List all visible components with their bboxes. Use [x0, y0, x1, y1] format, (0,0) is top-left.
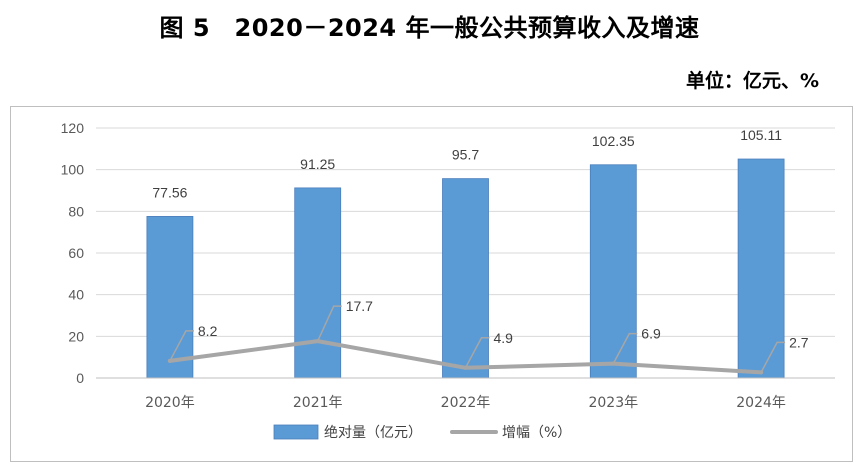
chart-title: 图 5 2020－2024 年一般公共预算收入及增速	[159, 14, 700, 42]
y-tick-label: 80	[68, 203, 84, 219]
y-tick-label: 40	[68, 287, 84, 303]
rate-value-label: 17.7	[346, 298, 373, 314]
y-tick-label: 120	[61, 120, 85, 136]
rate-value-label: 6.9	[641, 326, 661, 342]
legend-bar-label: 绝对量（亿元）	[324, 425, 422, 441]
y-tick-label: 0	[76, 370, 84, 386]
bar	[294, 187, 342, 379]
unit-label: 单位：亿元、%	[685, 70, 819, 92]
bar	[442, 178, 489, 379]
y-tick-label: 100	[61, 162, 85, 178]
bar	[737, 158, 785, 379]
x-tick-label: 2024年	[736, 395, 786, 411]
x-tick-label: 2022年	[441, 395, 491, 411]
rate-leader-line	[169, 330, 194, 362]
bar	[589, 164, 637, 379]
legend-line-label: 增幅（%）	[502, 425, 571, 441]
chart-frame	[10, 106, 853, 462]
x-tick-label: 2020年	[145, 395, 195, 411]
bar-value-label: 77.56	[152, 184, 187, 200]
rate-value-label: 8.2	[198, 323, 218, 339]
bar-value-label: 91.25	[300, 156, 335, 172]
x-tick-label: 2023年	[588, 395, 638, 411]
rate-leader-line	[760, 341, 786, 373]
legend-bar-swatch	[273, 424, 319, 440]
bar-value-label: 102.35	[592, 133, 635, 149]
rate-value-label: 4.9	[494, 330, 514, 346]
y-tick-label: 60	[68, 245, 84, 261]
bar	[146, 216, 194, 379]
bar-value-label: 105.11	[740, 127, 782, 143]
rate-leader-line	[317, 305, 342, 342]
x-tick-label: 2021年	[293, 395, 343, 411]
bar-value-label: 95.7	[452, 147, 479, 163]
rate-value-label: 2.7	[789, 334, 809, 350]
rate-leader-line	[464, 337, 490, 369]
rate-leader-line	[612, 332, 638, 364]
y-tick-label: 20	[68, 328, 84, 344]
